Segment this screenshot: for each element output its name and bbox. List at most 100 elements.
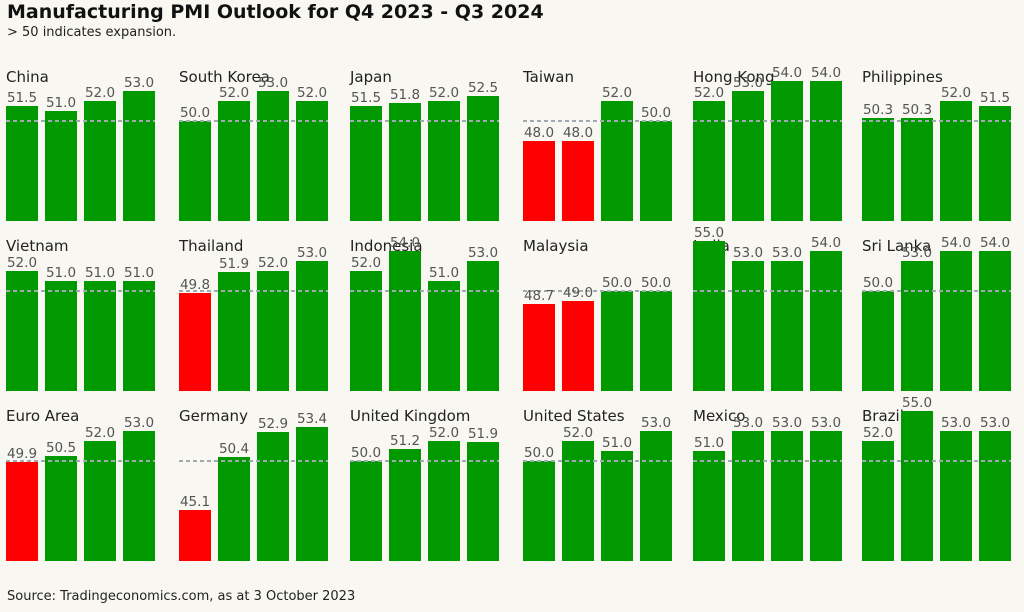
panel-united-kingdom: United Kingdom 50.0 51.2 52.0 51.9	[350, 407, 499, 561]
bar	[350, 461, 382, 561]
bar	[601, 101, 633, 221]
bar	[732, 261, 764, 391]
country-label: Malaysia	[523, 237, 589, 255]
data-label: 53.0	[772, 415, 802, 431]
data-label: 50.3	[863, 102, 893, 118]
chart-title: Manufacturing PMI Outlook for Q4 2023 - …	[7, 1, 544, 23]
bar	[45, 456, 77, 561]
data-label: 53.0	[941, 415, 971, 431]
data-label: 52.0	[351, 255, 381, 271]
panel-south-korea: South Korea 50.0 52.0 53.0 52.0	[179, 68, 328, 221]
data-label: 50.0	[351, 445, 381, 461]
bar	[732, 431, 764, 561]
data-label: 50.5	[46, 440, 76, 456]
bar	[84, 101, 116, 221]
bar	[467, 96, 499, 221]
data-label: 53.0	[811, 415, 841, 431]
bar	[84, 441, 116, 561]
data-label: 54.0	[980, 235, 1010, 251]
bar	[6, 271, 38, 391]
bar	[467, 261, 499, 391]
data-label: 52.0	[219, 85, 249, 101]
data-label: 51.0	[124, 265, 154, 281]
country-label: Germany	[179, 407, 248, 425]
data-label: 51.5	[980, 90, 1010, 106]
data-label: 53.0	[258, 75, 288, 91]
data-label: 53.0	[733, 75, 763, 91]
panel-china: China 51.5 51.0 52.0 53.0	[6, 68, 155, 221]
bar	[428, 101, 460, 221]
data-label: 48.0	[524, 125, 554, 141]
bar	[640, 291, 672, 391]
bar	[428, 281, 460, 391]
data-label: 52.9	[258, 416, 288, 432]
data-label: 55.0	[694, 225, 724, 241]
bar	[979, 251, 1011, 391]
data-label: 55.0	[902, 395, 932, 411]
bar	[6, 106, 38, 221]
panel-philippines: Philippines 50.3 50.3 52.0 51.5	[862, 68, 1011, 221]
bar	[350, 106, 382, 221]
panel-germany: Germany 45.1 50.4 52.9 53.4	[179, 407, 328, 561]
data-label: 53.0	[468, 245, 498, 261]
bar	[771, 81, 803, 221]
bar	[771, 431, 803, 561]
data-label: 51.0	[694, 435, 724, 451]
data-label: 50.0	[180, 105, 210, 121]
bar	[389, 251, 421, 391]
bar	[218, 272, 250, 391]
data-label: 52.0	[85, 425, 115, 441]
data-label: 48.7	[524, 288, 554, 304]
data-label: 53.0	[124, 75, 154, 91]
bar	[218, 101, 250, 221]
data-label: 51.0	[602, 435, 632, 451]
data-label: 49.9	[7, 446, 37, 462]
country-label: United States	[523, 407, 625, 425]
data-label: 53.0	[297, 245, 327, 261]
bar	[350, 271, 382, 391]
bar	[179, 121, 211, 221]
bar	[296, 261, 328, 391]
data-label: 51.0	[46, 95, 76, 111]
bar	[562, 441, 594, 561]
data-label: 48.0	[563, 125, 593, 141]
bar	[562, 301, 594, 391]
bar	[257, 432, 289, 561]
data-label: 53.0	[902, 245, 932, 261]
data-label: 52.0	[941, 85, 971, 101]
data-label: 53.0	[124, 415, 154, 431]
bar	[979, 431, 1011, 561]
country-label: Hong Kong	[693, 68, 775, 86]
panel-taiwan: Taiwan 48.0 48.0 52.0 50.0	[522, 68, 672, 221]
country-label: Brazil	[862, 407, 904, 425]
data-label: 51.5	[7, 90, 37, 106]
data-label: 50.0	[863, 275, 893, 291]
bar	[940, 251, 972, 391]
panel-mexico: Mexico 51.0 53.0 53.0 53.0	[693, 407, 842, 561]
bar	[428, 441, 460, 561]
panel-india: India55.053.053.054.0	[693, 225, 842, 391]
panel-united-states: United States 50.0 52.0 51.0 53.0	[523, 407, 672, 561]
bar	[296, 427, 328, 561]
bar	[862, 291, 894, 391]
country-label: Euro Area	[6, 407, 79, 425]
country-label: Mexico	[693, 407, 745, 425]
data-label: 52.0	[429, 85, 459, 101]
bar	[45, 111, 77, 221]
bar	[732, 91, 764, 221]
bar	[901, 118, 933, 221]
data-label: 52.0	[297, 85, 327, 101]
country-label: Philippines	[862, 68, 943, 86]
country-label: South Korea	[179, 68, 270, 86]
data-label: 50.3	[902, 102, 932, 118]
data-label: 53.0	[772, 245, 802, 261]
country-label: United Kingdom	[350, 407, 470, 425]
panel-japan: Japan 51.5 51.8 52.0 52.5	[349, 68, 499, 221]
source-note: Source: Tradingeconomics.com, as at 3 Oc…	[7, 589, 356, 604]
data-label: 50.0	[602, 275, 632, 291]
bar	[179, 510, 211, 561]
bar	[693, 101, 725, 221]
bar	[810, 251, 842, 391]
